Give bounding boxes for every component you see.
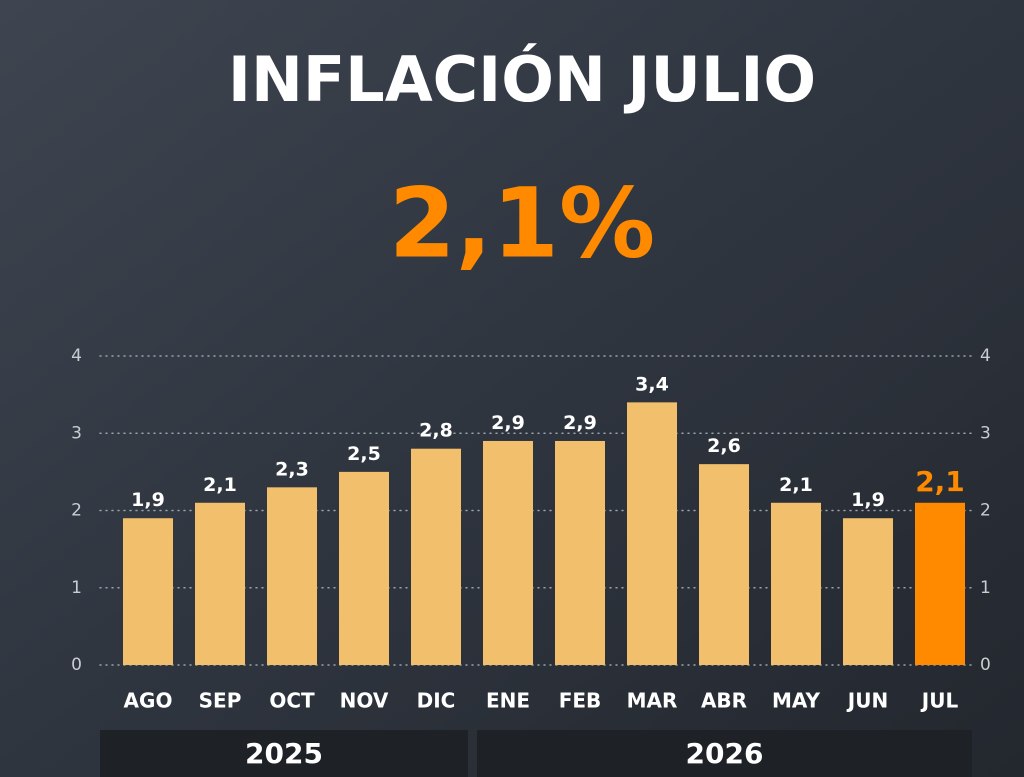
value-label: 2,9 — [563, 412, 597, 434]
bar — [915, 502, 965, 665]
value-label: 2,1 — [203, 474, 237, 496]
x-tick-label: ABR — [701, 689, 747, 713]
y-tick-label: 0 — [71, 655, 82, 675]
x-tick-label: OCT — [269, 689, 315, 713]
y2-tick-label: 2 — [980, 501, 991, 521]
y2-tick-label: 1 — [980, 578, 991, 598]
value-label: 2,9 — [491, 412, 525, 434]
group-label: 2025 — [245, 737, 323, 770]
value-label: 3,4 — [635, 373, 669, 395]
y2-tick-label: 4 — [980, 346, 991, 366]
value-label: 2,8 — [419, 420, 453, 442]
x-tick-label: NOV — [340, 689, 389, 713]
bar — [123, 518, 173, 665]
x-tick-label: JUL — [920, 689, 959, 713]
bar — [627, 402, 677, 665]
y-tick-label: 1 — [71, 578, 82, 598]
value-label: 2,1 — [779, 474, 813, 496]
y-tick-label: 2 — [71, 501, 82, 521]
bar — [483, 440, 533, 665]
bar — [771, 502, 821, 665]
group-band — [477, 730, 972, 777]
bar — [555, 440, 605, 665]
headline: 2,1% — [389, 167, 655, 279]
x-tick-label: FEB — [559, 689, 602, 713]
bar — [699, 464, 749, 665]
bar — [195, 502, 245, 665]
x-tick-label: JUN — [846, 689, 888, 713]
x-tick-label: DIC — [417, 689, 456, 713]
y2-tick-label: 3 — [980, 423, 991, 443]
x-tick-label: ENE — [486, 689, 530, 713]
value-label: 2,5 — [347, 443, 381, 465]
value-label: 1,9 — [851, 489, 885, 511]
y-tick-label: 3 — [71, 423, 82, 443]
bar — [267, 487, 317, 665]
x-tick-label: MAY — [772, 689, 820, 713]
bar — [339, 471, 389, 665]
group-label: 2026 — [686, 737, 764, 770]
value-label: 2,3 — [275, 458, 309, 480]
x-tick-label: SEP — [199, 689, 242, 713]
x-tick-label: MAR — [627, 689, 678, 713]
value-label: 2,6 — [707, 435, 741, 457]
y-tick-label: 4 — [71, 346, 82, 366]
group-band — [100, 730, 468, 777]
bar — [843, 518, 893, 665]
y2-tick-label: 0 — [980, 655, 991, 675]
x-tick-label: AGO — [124, 689, 173, 713]
value-label: 1,9 — [131, 489, 165, 511]
value-label: 2,1 — [915, 465, 965, 498]
chart-title: INFLACIÓN JULIO — [228, 43, 816, 116]
bar — [411, 448, 461, 665]
